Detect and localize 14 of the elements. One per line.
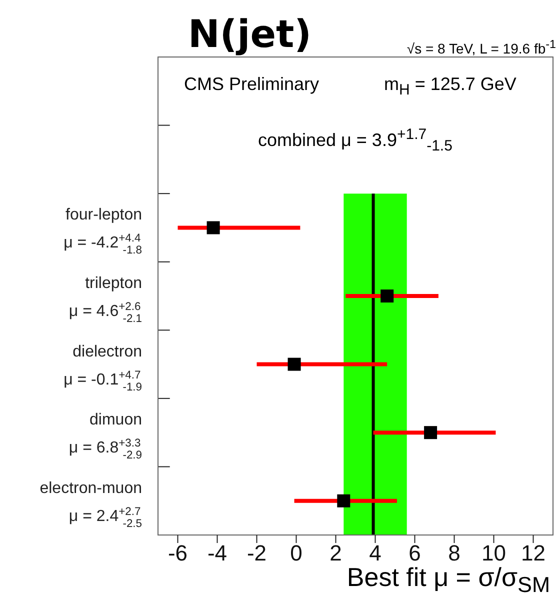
annotation: m$_{H}$ = 125.7 GeV bbox=[384, 74, 516, 99]
x-tick-label: 0 bbox=[290, 540, 302, 566]
annotation: CMS Preliminary bbox=[184, 74, 320, 95]
x-tick-label: 2 bbox=[330, 540, 342, 566]
x-tick-label: -2 bbox=[246, 540, 267, 566]
point bbox=[337, 494, 350, 508]
chart-title: N(jet) bbox=[188, 12, 312, 56]
chart-subtitle: √s = 8 TeV, L = 19.6 fb$^{-1}$ bbox=[406, 38, 556, 57]
point bbox=[380, 290, 394, 302]
x-tick-label: -4 bbox=[207, 540, 228, 566]
point bbox=[206, 221, 220, 234]
point bbox=[288, 358, 301, 371]
x-tick-label: -6 bbox=[168, 540, 188, 566]
point bbox=[424, 426, 438, 440]
